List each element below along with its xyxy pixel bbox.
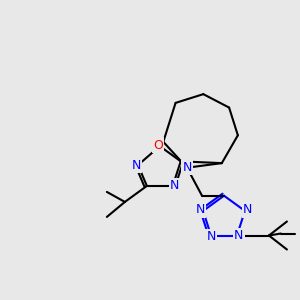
Text: O: O [153, 139, 163, 152]
Text: N: N [243, 203, 253, 216]
Text: N: N [195, 203, 205, 216]
Text: N: N [131, 159, 141, 172]
Text: N: N [234, 229, 244, 242]
Text: N: N [182, 161, 192, 174]
Text: N: N [170, 179, 179, 192]
Text: N: N [206, 230, 216, 243]
